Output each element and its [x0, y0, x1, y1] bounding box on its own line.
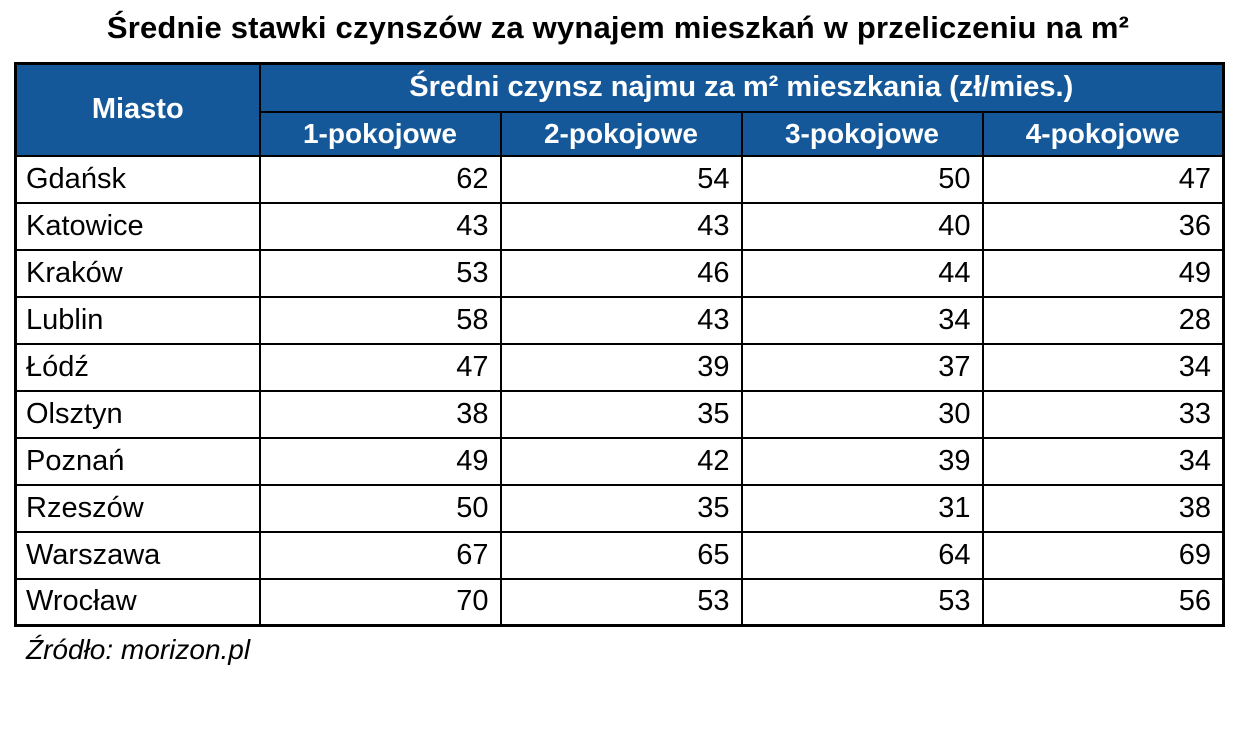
city-cell: Lublin — [14, 295, 261, 345]
value-cell-1-room: 58 — [258, 295, 502, 345]
value-cell-3-room: 39 — [740, 436, 984, 486]
column-header-3-room: 3-pokojowe — [740, 110, 984, 157]
value-cell-1-room: 70 — [258, 577, 502, 627]
value-cell-3-room: 31 — [740, 483, 984, 533]
table-row: Katowice 43 43 40 36 — [14, 201, 1225, 251]
table-header: Miasto Średni czynsz najmu za m² mieszka… — [14, 62, 1225, 157]
source-note: Źródło: morizon.pl — [26, 634, 251, 665]
value-cell-3-room: 37 — [740, 342, 984, 392]
value-cell-4-room: 49 — [981, 248, 1225, 298]
column-header-1-room: 1-pokojowe — [258, 110, 502, 157]
sub-header-row: 1-pokojowe 2-pokojowe 3-pokojowe 4-pokoj… — [16, 110, 1225, 157]
value-cell-3-room: 30 — [740, 389, 984, 439]
value-cell-1-room: 67 — [258, 530, 502, 580]
city-cell: Katowice — [14, 201, 261, 251]
value-cell-4-room: 56 — [981, 577, 1225, 627]
city-cell: Poznań — [14, 436, 261, 486]
value-cell-2-room: 35 — [499, 483, 743, 533]
value-cell-3-room: 50 — [740, 154, 984, 204]
value-cell-1-room: 47 — [258, 342, 502, 392]
value-cell-3-room: 53 — [740, 577, 984, 627]
page: Średnie stawki czynszów za wynajem miesz… — [0, 10, 1236, 666]
city-cell: Łódź — [14, 342, 261, 392]
value-cell-4-room: 33 — [981, 389, 1225, 439]
value-cell-1-room: 38 — [258, 389, 502, 439]
value-cell-4-room: 34 — [981, 436, 1225, 486]
rent-rates-table: Miasto Średni czynsz najmu za m² mieszka… — [14, 62, 1225, 627]
table-row: Warszawa 67 65 64 69 — [14, 530, 1225, 580]
group-header: Średni czynsz najmu za m² mieszkania (zł… — [258, 62, 1225, 113]
city-cell: Olsztyn — [14, 389, 261, 439]
page-title: Średnie stawki czynszów za wynajem miesz… — [106, 10, 1130, 45]
table-row: Wrocław 70 53 53 56 — [14, 577, 1225, 627]
value-cell-4-room: 36 — [981, 201, 1225, 251]
value-cell-1-room: 62 — [258, 154, 502, 204]
value-cell-2-room: 65 — [499, 530, 743, 580]
value-cell-2-room: 53 — [499, 577, 743, 627]
table-row: Gdańsk 62 54 50 47 — [14, 154, 1225, 204]
value-cell-4-room: 69 — [981, 530, 1225, 580]
value-cell-1-room: 50 — [258, 483, 502, 533]
table-row: Poznań 49 42 39 34 — [14, 436, 1225, 486]
value-cell-3-room: 44 — [740, 248, 984, 298]
table-row: Kraków 53 46 44 49 — [14, 248, 1225, 298]
column-header-4-room: 4-pokojowe — [981, 110, 1225, 157]
table-body: Gdańsk 62 54 50 47 Katowice 43 43 40 36 … — [14, 154, 1225, 627]
value-cell-1-room: 43 — [258, 201, 502, 251]
value-cell-4-room: 34 — [981, 342, 1225, 392]
city-cell: Kraków — [14, 248, 261, 298]
value-cell-4-room: 47 — [981, 154, 1225, 204]
value-cell-2-room: 35 — [499, 389, 743, 439]
value-cell-4-room: 38 — [981, 483, 1225, 533]
table-row: Łódź 47 39 37 34 — [14, 342, 1225, 392]
value-cell-3-room: 64 — [740, 530, 984, 580]
table-row: Olsztyn 38 35 30 33 — [14, 389, 1225, 439]
value-cell-3-room: 34 — [740, 295, 984, 345]
table-row: Lublin 58 43 34 28 — [14, 295, 1225, 345]
column-header-city: Miasto — [14, 62, 261, 157]
city-cell: Rzeszów — [14, 483, 261, 533]
value-cell-2-room: 39 — [499, 342, 743, 392]
table-row: Rzeszów 50 35 31 38 — [14, 483, 1225, 533]
value-cell-3-room: 40 — [740, 201, 984, 251]
city-cell: Warszawa — [14, 530, 261, 580]
city-cell: Wrocław — [14, 577, 261, 627]
value-cell-2-room: 42 — [499, 436, 743, 486]
value-cell-1-room: 49 — [258, 436, 502, 486]
city-cell: Gdańsk — [14, 154, 261, 204]
value-cell-2-room: 46 — [499, 248, 743, 298]
value-cell-2-room: 43 — [499, 201, 743, 251]
value-cell-4-room: 28 — [981, 295, 1225, 345]
column-header-2-room: 2-pokojowe — [499, 110, 743, 157]
value-cell-2-room: 43 — [499, 295, 743, 345]
value-cell-1-room: 53 — [258, 248, 502, 298]
group-header-row: Miasto Średni czynsz najmu za m² mieszka… — [14, 62, 1225, 157]
value-cell-2-room: 54 — [499, 154, 743, 204]
